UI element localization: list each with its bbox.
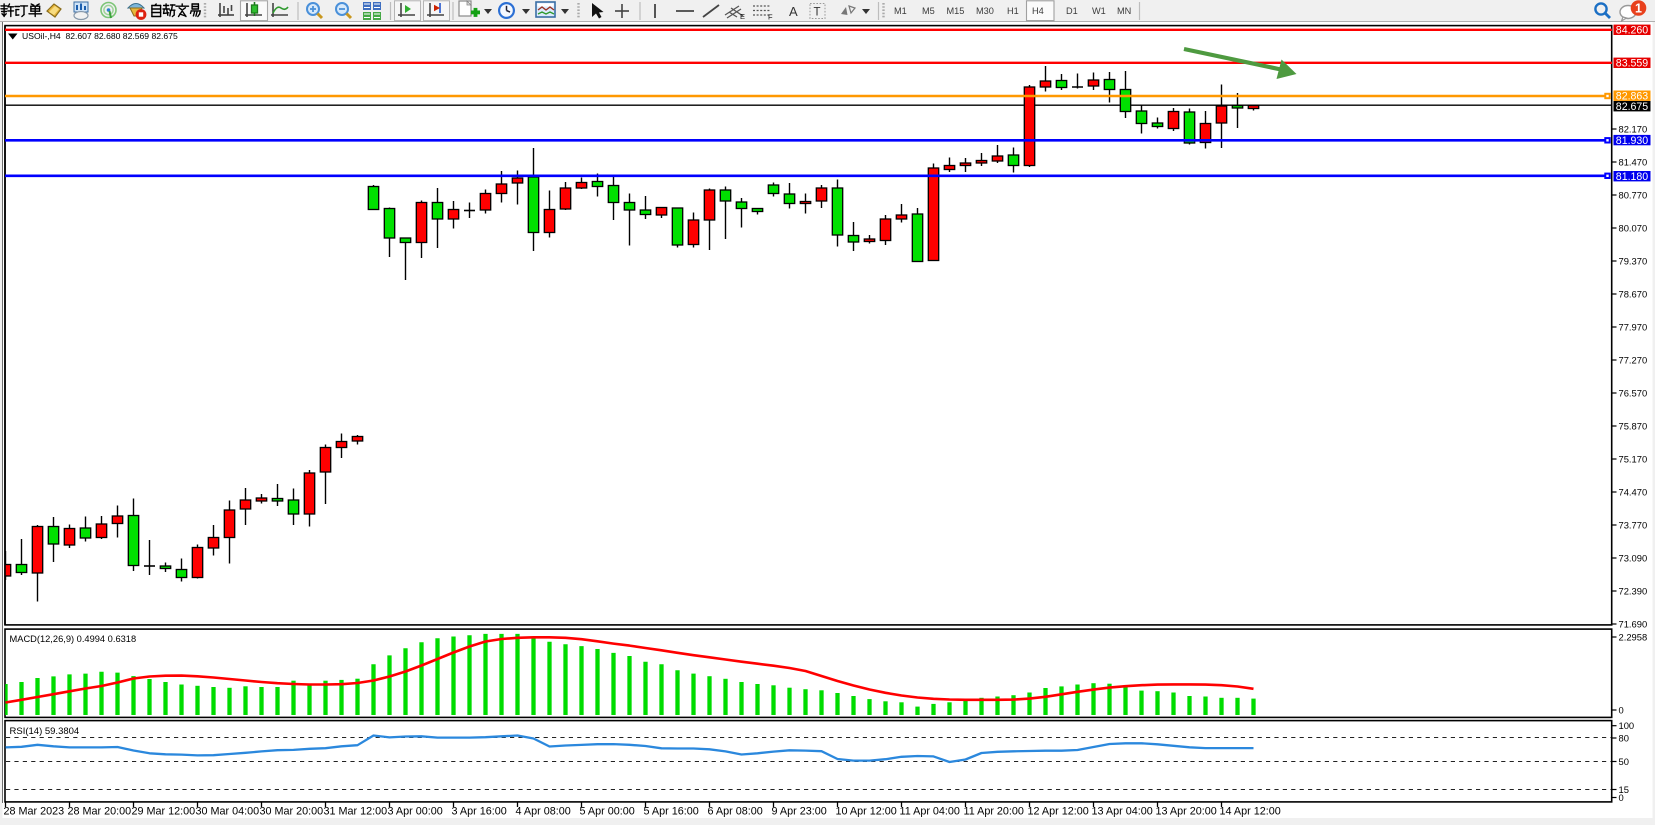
svg-text:30 Mar 20:00: 30 Mar 20:00 (260, 806, 324, 818)
svg-text:77.970: 77.970 (1619, 321, 1648, 332)
svg-text:5 Apr 16:00: 5 Apr 16:00 (644, 806, 699, 818)
svg-text:28 Mar 2023: 28 Mar 2023 (4, 806, 65, 818)
svg-text:80: 80 (1619, 732, 1629, 743)
svg-text:M30: M30 (976, 6, 994, 16)
svg-text:30 Mar 04:00: 30 Mar 04:00 (196, 806, 260, 818)
svg-text:81.930: 81.930 (1616, 135, 1649, 147)
svg-text:F: F (768, 13, 773, 22)
svg-text:10 Apr 12:00: 10 Apr 12:00 (836, 806, 897, 818)
svg-text:1: 1 (1635, 2, 1642, 16)
svg-text:11 Apr 04:00: 11 Apr 04:00 (900, 806, 960, 818)
svg-text:MN: MN (1117, 6, 1131, 16)
svg-text:78.670: 78.670 (1619, 288, 1648, 299)
svg-text:H4: H4 (1032, 6, 1044, 16)
svg-text:3 Apr 00:00: 3 Apr 00:00 (388, 806, 443, 818)
svg-text:82.675: 82.675 (1616, 101, 1649, 113)
svg-text:14 Apr 12:00: 14 Apr 12:00 (1220, 806, 1281, 818)
svg-text:79.370: 79.370 (1619, 255, 1648, 266)
svg-text:RSI(14) 59.3804: RSI(14) 59.3804 (10, 726, 80, 737)
svg-text:74.470: 74.470 (1619, 486, 1648, 497)
svg-text:13 Apr 04:00: 13 Apr 04:00 (1092, 806, 1153, 818)
svg-text:28 Mar 20:00: 28 Mar 20:00 (68, 806, 132, 818)
svg-text:4 Apr 08:00: 4 Apr 08:00 (516, 806, 571, 818)
svg-text:0: 0 (1619, 704, 1624, 715)
svg-text:72.390: 72.390 (1619, 585, 1648, 596)
svg-text:75.170: 75.170 (1619, 453, 1648, 464)
svg-text:3 Apr 16:00: 3 Apr 16:00 (452, 806, 507, 818)
svg-text:82.863: 82.863 (1616, 90, 1649, 102)
svg-text:0: 0 (1619, 792, 1624, 803)
svg-text:81.180: 81.180 (1616, 171, 1649, 183)
svg-text:A: A (789, 4, 798, 19)
svg-text:84.260: 84.260 (1616, 25, 1649, 37)
svg-text:D1: D1 (1066, 6, 1078, 16)
svg-text:80.770: 80.770 (1619, 189, 1648, 200)
svg-text:71.690: 71.690 (1619, 618, 1648, 629)
svg-text:E: E (740, 12, 745, 21)
svg-text:76.570: 76.570 (1619, 387, 1648, 398)
svg-text:73.770: 73.770 (1619, 519, 1648, 530)
svg-text:31 Mar 12:00: 31 Mar 12:00 (324, 806, 388, 818)
svg-text:USOil-,H4 82.607 82.680 82.56: USOil-,H4 82.607 82.680 82.569 82.675 (22, 31, 178, 41)
svg-text:77.270: 77.270 (1619, 354, 1648, 365)
svg-text:83.559: 83.559 (1616, 58, 1649, 70)
svg-text:82.170: 82.170 (1619, 123, 1648, 134)
svg-text:M15: M15 (947, 6, 965, 16)
svg-text:80.070: 80.070 (1619, 222, 1648, 233)
svg-text:50: 50 (1619, 756, 1629, 767)
svg-text:15: 15 (1619, 784, 1629, 795)
svg-text:12 Apr 12:00: 12 Apr 12:00 (1028, 806, 1089, 818)
svg-text:9 Apr 23:00: 9 Apr 23:00 (772, 806, 827, 818)
svg-text:73.090: 73.090 (1619, 552, 1648, 563)
svg-text:81.470: 81.470 (1619, 156, 1648, 167)
svg-text:6 Apr 08:00: 6 Apr 08:00 (708, 806, 763, 818)
svg-text:100: 100 (1619, 720, 1635, 731)
svg-text:M5: M5 (922, 6, 935, 16)
svg-text:13 Apr 20:00: 13 Apr 20:00 (1156, 806, 1217, 818)
svg-text:11 Apr 20:00: 11 Apr 20:00 (964, 806, 1024, 818)
svg-text:2.2958: 2.2958 (1619, 631, 1648, 642)
svg-text:M1: M1 (894, 6, 907, 16)
svg-text:H1: H1 (1007, 6, 1019, 16)
svg-text:5 Apr 00:00: 5 Apr 00:00 (580, 806, 635, 818)
svg-text:MACD(12,26,9) 0.4994 0.6318: MACD(12,26,9) 0.4994 0.6318 (10, 634, 137, 644)
svg-text:T: T (814, 7, 821, 19)
svg-text:29 Mar 12:00: 29 Mar 12:00 (132, 806, 196, 818)
svg-text:75.870: 75.870 (1619, 420, 1648, 431)
svg-text:W1: W1 (1092, 6, 1106, 16)
